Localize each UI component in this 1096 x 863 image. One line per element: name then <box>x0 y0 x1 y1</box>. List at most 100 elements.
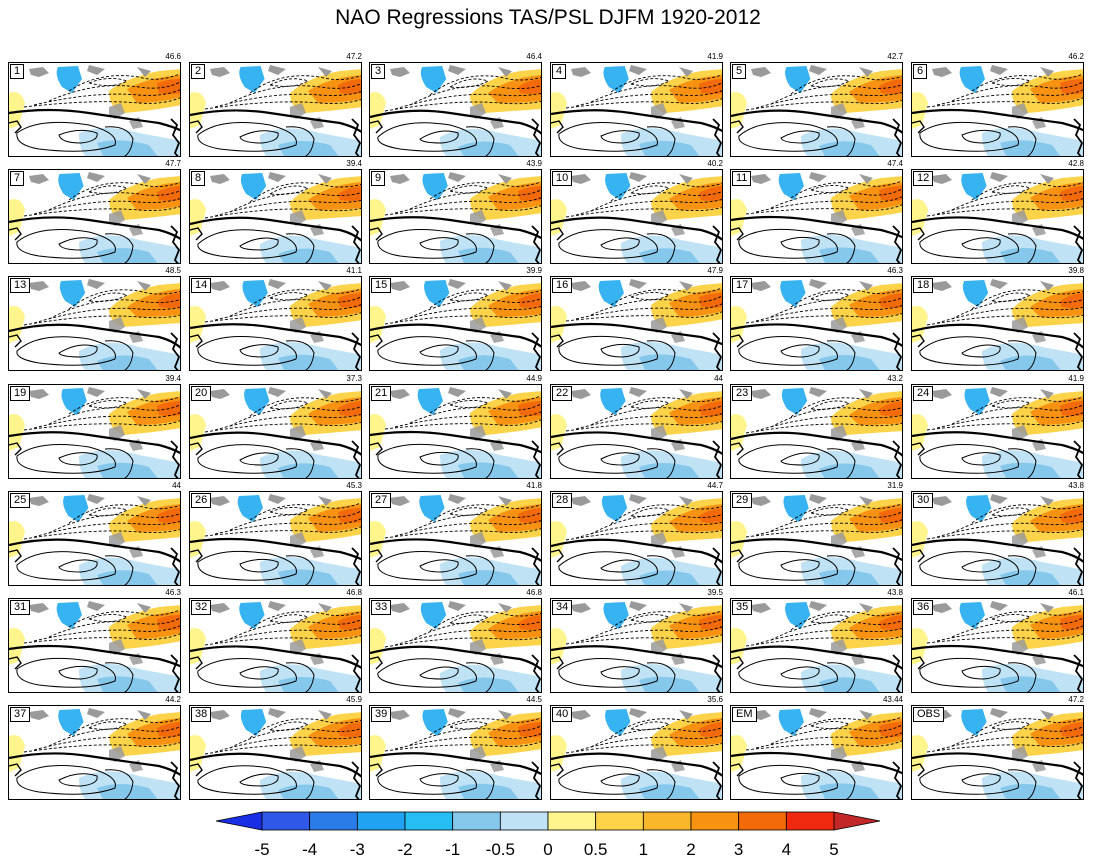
panel-label: 12 <box>913 171 934 186</box>
colorbar-box <box>595 811 644 831</box>
psl-contour-positive-outer <box>646 448 676 478</box>
map-frame: 37 <box>8 705 181 800</box>
coastline-east <box>1073 225 1083 263</box>
psl-contour-positive <box>738 122 838 152</box>
warm-anomaly-west <box>551 414 567 451</box>
psl-contour-negative <box>575 90 722 107</box>
psl-contour-negative <box>384 528 541 539</box>
psl-contour-zero <box>190 323 361 347</box>
psl-contour-positive-inner <box>600 666 640 680</box>
map-panel: 42.7 5 <box>730 52 903 157</box>
coastline-east <box>1073 547 1083 585</box>
land-mask-arctic <box>29 65 151 77</box>
psl-contour-negative <box>790 289 902 308</box>
psl-contour-zero <box>912 108 1083 132</box>
psl-contour-positive-inner <box>780 130 820 144</box>
psl-contour-negative <box>951 299 1083 320</box>
warm-anomaly-max <box>699 722 722 737</box>
cold-anomaly-south-mid <box>1000 676 1061 692</box>
psl-contour-positive-inner <box>600 559 640 573</box>
psl-contour-negative <box>630 507 671 517</box>
panel-value: 46.2 <box>1068 52 1084 61</box>
cold-anomaly-greenland <box>959 602 985 629</box>
cold-anomaly-greenland <box>237 495 263 522</box>
warm-anomaly-west <box>370 521 386 558</box>
coastline-west <box>551 656 564 670</box>
psl-contour-negative <box>951 617 1083 638</box>
psl-contour-negative <box>565 743 722 754</box>
regression-map <box>912 387 1083 478</box>
coastline-east <box>712 654 722 692</box>
psl-contour-negative <box>394 628 541 646</box>
coastline-west <box>370 656 383 670</box>
panel-label: 34 <box>552 600 573 615</box>
coastline-west <box>912 334 925 348</box>
psl-contour-zero <box>370 752 541 776</box>
map-panel: 47.2 2 <box>189 52 362 157</box>
warm-anomaly-max <box>518 79 541 94</box>
psl-contour-negative <box>790 503 902 522</box>
map-frame: 14 <box>189 276 362 371</box>
psl-contour-positive-inner <box>780 236 820 251</box>
regression-map <box>912 494 1083 585</box>
coastline-east <box>351 547 361 585</box>
warm-anomaly-west <box>190 199 206 236</box>
regression-map <box>370 494 541 585</box>
land-mask-arctic <box>210 387 332 399</box>
cold-anomaly-greenland <box>422 709 448 736</box>
cold-anomaly-south-mid <box>1000 570 1061 585</box>
map-frame: 9 <box>369 169 542 264</box>
panel-value: 44.5 <box>526 695 542 704</box>
map-panel: 46.8 33 <box>369 588 542 693</box>
psl-contour-negative <box>449 721 490 730</box>
land-mask-europe <box>1012 532 1046 558</box>
land-mask-europe <box>109 639 143 665</box>
panel-label: 13 <box>10 278 31 293</box>
coastline-west <box>9 549 22 563</box>
cold-anomaly-south-mid <box>1000 248 1061 263</box>
coastline-east <box>531 225 541 263</box>
psl-contour-negative <box>204 635 361 646</box>
psl-contour-negative <box>745 204 902 215</box>
map-frame: 7 <box>8 169 181 264</box>
land-mask-europe <box>651 103 685 129</box>
map-panel: 37.3 20 <box>189 374 362 479</box>
cold-anomaly-greenland <box>780 280 806 307</box>
psl-contour-zero <box>370 323 541 348</box>
psl-contour-negative <box>936 625 1083 642</box>
warm-anomaly-max <box>157 722 180 737</box>
psl-contour-negative <box>790 397 902 418</box>
psl-contour-negative <box>951 726 1083 747</box>
regression-map <box>9 172 180 263</box>
land-mask-europe <box>109 425 143 451</box>
map-panel: 43.8 30 <box>911 481 1084 586</box>
cold-anomaly-south-mid <box>819 677 880 692</box>
land-mask-europe <box>290 532 324 558</box>
coastline-west <box>731 549 744 563</box>
psl-contour-negative <box>951 404 1083 425</box>
psl-contour-negative <box>33 521 180 538</box>
panel-label: 15 <box>371 278 392 293</box>
psl-contour-positive-inner <box>600 773 640 787</box>
panel-label: 22 <box>552 386 573 401</box>
land-mask-europe <box>470 532 504 558</box>
panel-value: 41.1 <box>346 266 362 275</box>
psl-contour-positive <box>738 550 838 581</box>
cold-anomaly-south-mid <box>1000 140 1061 156</box>
psl-contour-positive <box>738 444 838 474</box>
warm-anomaly-max <box>699 508 722 523</box>
psl-contour-positive <box>738 658 838 688</box>
psl-contour-negative <box>575 735 722 752</box>
map-panel: 41.9 24 <box>911 374 1084 479</box>
land-mask-arctic <box>210 601 332 613</box>
psl-contour-positive-outer <box>285 769 315 799</box>
land-mask-arctic <box>210 708 332 720</box>
coastline-east <box>351 332 361 370</box>
psl-contour-positive-inner <box>961 237 1001 251</box>
psl-contour-negative <box>88 78 129 86</box>
psl-contour-negative <box>630 292 671 300</box>
land-mask-arctic <box>210 279 332 291</box>
panel-value: 37.3 <box>346 374 362 383</box>
psl-contour-zero <box>731 751 902 775</box>
psl-contour-positive-inner <box>239 452 279 466</box>
